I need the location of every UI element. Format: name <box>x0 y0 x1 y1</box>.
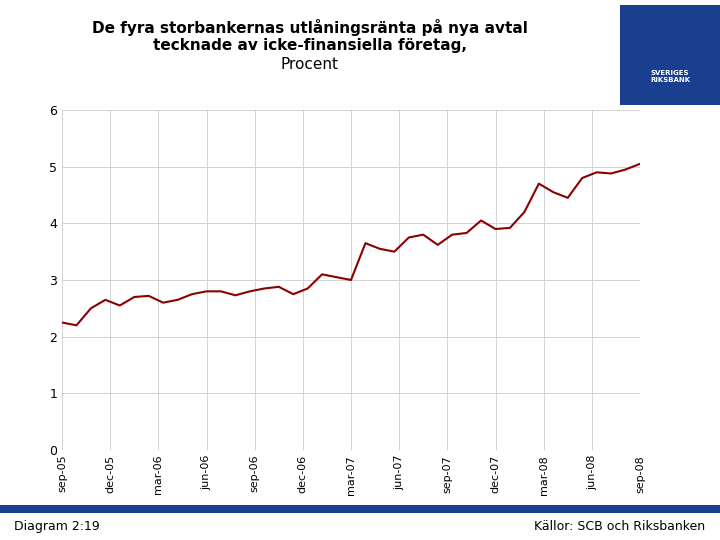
Text: Diagram 2:19: Diagram 2:19 <box>14 520 100 533</box>
Text: Källor: SCB och Riksbanken: Källor: SCB och Riksbanken <box>534 520 706 533</box>
Text: tecknade av icke-finansiella företag,: tecknade av icke-finansiella företag, <box>153 38 467 53</box>
Text: Procent: Procent <box>281 57 338 72</box>
Text: SVERIGES
RIKSBANK: SVERIGES RIKSBANK <box>650 70 690 83</box>
Text: De fyra storbankernas utlåningsränta på nya avtal: De fyra storbankernas utlåningsränta på … <box>91 19 528 36</box>
